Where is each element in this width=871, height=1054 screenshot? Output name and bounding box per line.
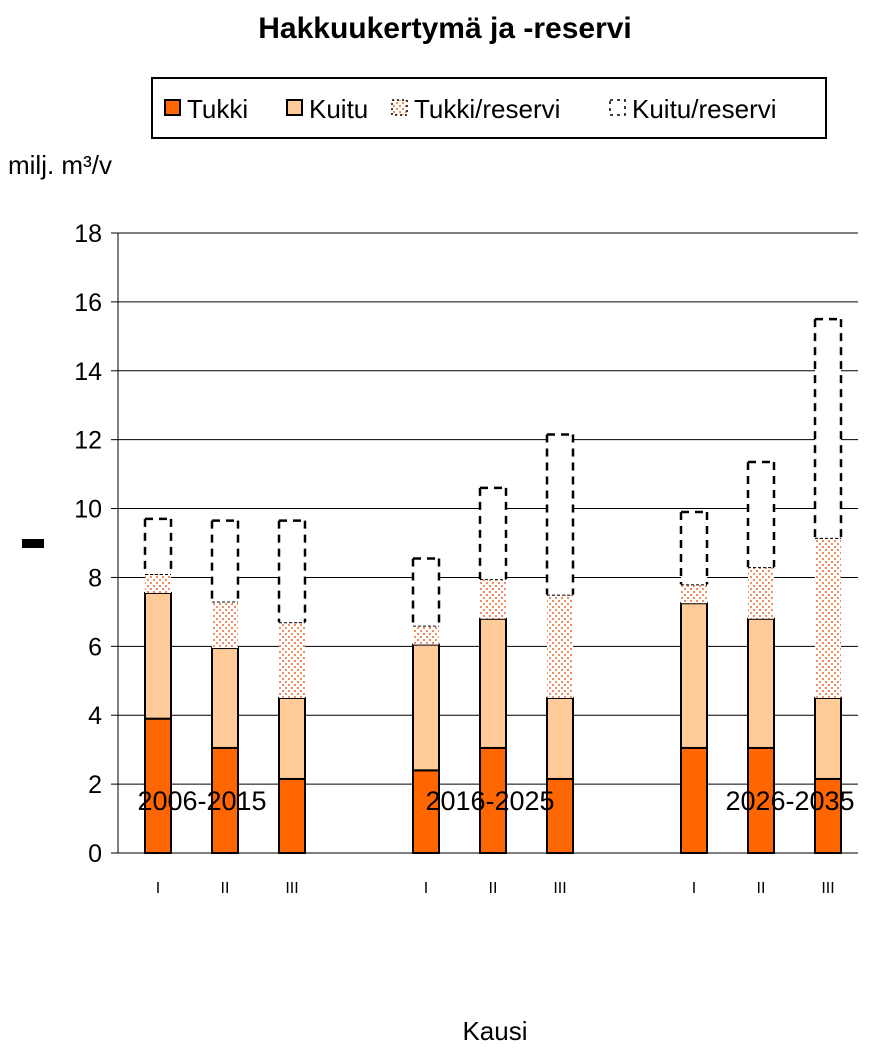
bar-segment-kuitu-reservi [547,434,573,595]
chart-title: Hakkuukertymä ja -reservi [258,12,632,45]
legend-swatch [286,99,303,116]
bars [143,317,843,855]
legend-swatch [609,99,626,116]
y-tick-label: 4 [88,702,102,730]
bar-segment-tukki-reservi [748,567,774,619]
legend-swatch [392,100,407,115]
x-tick-label: II [757,880,766,897]
bar-segment-kuitu [479,617,507,749]
y-tick-label: 0 [88,840,102,868]
y-tick-label: 8 [88,564,102,592]
bar-segment-kuitu-reservi [748,462,774,568]
y-axis-ticks: 0 2 4 6 8 10 12 14 16 18 [74,220,118,868]
bar-segment-tukki [479,746,507,855]
group-label: 2026-2035 [725,786,854,816]
y-tick-label: 12 [74,427,102,455]
bar-segment-tukki-reservi [547,594,573,698]
bar-segment-tukki-reservi [681,584,707,604]
x-axis-ticks: I II III I II III I II III [156,880,835,897]
gridlines [117,232,858,854]
y-tick-label: 2 [88,771,102,799]
bar-segment-kuitu [680,602,708,749]
x-tick-label: I [692,880,696,897]
legend: Tukki Kuitu Tukki/reservi Kuitu/reservi [151,77,827,139]
x-tick-label: I [156,880,160,897]
legend-swatch [164,99,181,116]
x-tick-label: II [489,880,498,897]
bar-segment-kuitu [412,643,440,772]
legend-box [151,77,827,139]
bar-segment-kuitu [546,697,574,780]
y-tick-label: 14 [74,358,102,386]
y-axis-label: milj. m³/v [8,150,112,180]
bar-segment-kuitu-reservi [815,319,841,538]
bar-segment-kuitu-reservi [212,520,238,602]
bar-segment-kuitu-reservi [145,518,171,574]
x-tick-label: III [285,880,298,897]
bar-segment-kuitu-reservi [681,512,707,585]
y-tick-label: 18 [74,220,102,248]
x-tick-label: II [221,880,230,897]
bar-segment-tukki [814,777,842,855]
legend-label: Tukki/reservi [414,94,560,124]
bar-segment-tukki [747,746,775,855]
bar-segment-kuitu [144,591,172,720]
group-label: 2016-2025 [425,786,554,816]
bar-segment-tukki [412,769,440,854]
bar-segment-kuitu [278,697,306,780]
bar-segment-tukki [546,777,574,855]
bar-segment-kuitu-reservi [279,520,305,623]
group-labels: 2006-2015 2016-2025 2026-2035 [137,786,854,816]
legend-label: Kuitu/reservi [632,94,777,124]
bar-segment-kuitu [814,697,842,780]
bar-segment-tukki [680,746,708,855]
bar-segment-tukki [278,777,306,855]
legend-label: Tukki [187,94,248,124]
bar-segment-tukki [211,746,239,855]
y-axis-marker [22,539,44,548]
legend-label: Kuitu [309,94,368,124]
bar-segment-tukki-reservi [145,574,171,593]
bar-segment-kuitu-reservi [413,558,439,626]
bar-segment-tukki-reservi [279,622,305,698]
x-tick-label: I [424,880,428,897]
x-tick-label: III [553,880,566,897]
bar-segment-tukki-reservi [815,537,841,698]
y-tick-label: 6 [88,633,102,661]
bar-segment-kuitu [211,647,239,749]
x-tick-label: III [821,880,834,897]
bar-segment-kuitu-reservi [480,487,506,580]
bar-segment-tukki [144,717,172,855]
y-tick-label: 10 [74,496,102,524]
group-label: 2006-2015 [137,786,266,816]
bar-segment-tukki-reservi [480,579,506,619]
y-tick-label: 16 [74,289,102,317]
bar-segment-tukki-reservi [413,625,439,645]
bar-segment-tukki-reservi [212,601,238,649]
bar-segment-kuitu [747,617,775,749]
x-axis-label: Kausi [462,1016,527,1046]
